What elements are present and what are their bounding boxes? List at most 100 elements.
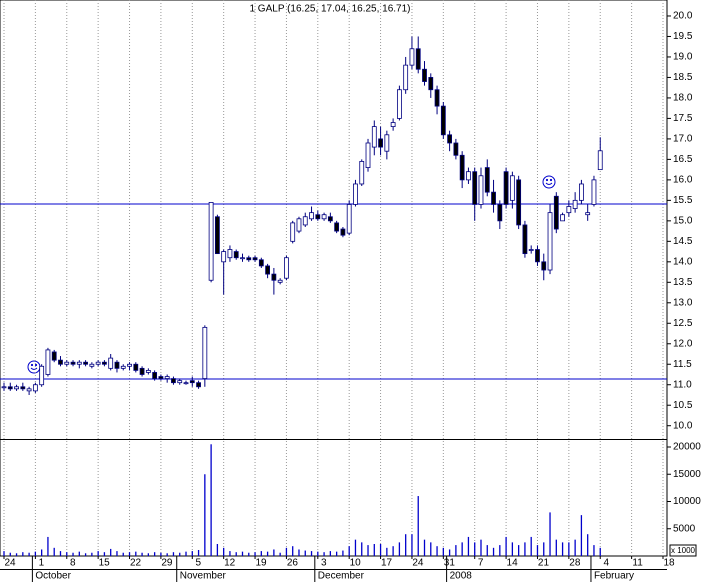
candle-body [127, 363, 132, 367]
y-tick-label: 15.0 [673, 215, 693, 226]
candle-body [246, 257, 252, 261]
candle-body [340, 228, 346, 236]
candle-body [403, 64, 409, 91]
candle-body [32, 384, 38, 392]
candle-body [271, 273, 277, 281]
candle-body [58, 359, 63, 365]
candle-body [14, 386, 19, 390]
y2-tick-label: 20000 [673, 442, 701, 453]
candle-body [378, 138, 383, 148]
candle-body [64, 361, 70, 365]
x-tick-label: 14 [507, 558, 519, 569]
candle-body [177, 380, 183, 384]
x-tick-label: 7 [478, 558, 484, 569]
y-tick-label: 13.5 [673, 277, 693, 288]
candle-body [120, 365, 126, 369]
candle-body [390, 122, 396, 128]
candle-body [478, 175, 484, 205]
month-label: February [594, 571, 634, 582]
x-tick-label: 24 [412, 558, 424, 569]
candle-body [290, 222, 296, 242]
candle-body [547, 212, 553, 271]
candle-body [447, 134, 453, 144]
y-tick-label: 11.0 [673, 379, 692, 390]
candle-body [227, 249, 233, 259]
candle-body [484, 167, 490, 193]
candle-body [252, 257, 258, 261]
x-tick-label: 26 [287, 558, 299, 569]
candle-body [371, 126, 377, 148]
candle-body [459, 154, 465, 181]
candle-body [158, 376, 164, 379]
candle-body [1, 386, 7, 389]
candle-body [51, 351, 57, 361]
candle-body [585, 212, 591, 216]
y-tick-label: 15.5 [673, 195, 693, 206]
y-tick-label: 19.5 [673, 31, 693, 42]
candle-body [189, 380, 195, 384]
x-tick-label: 24 [4, 558, 16, 569]
candle-body [327, 216, 333, 222]
candle-body [133, 363, 139, 371]
candle-body [509, 175, 515, 201]
candle-body [553, 195, 559, 230]
x-tick-label: 28 [569, 558, 581, 569]
candle-body [353, 183, 358, 205]
candle-body [309, 212, 314, 220]
y-tick-label: 18.5 [673, 72, 693, 83]
x-tick-label: 3 [321, 558, 327, 569]
candle-body [503, 171, 509, 205]
unit-box [669, 544, 697, 557]
candle-body [152, 372, 158, 379]
candle-body [566, 206, 572, 214]
candle-body [277, 279, 283, 283]
candle-body [221, 251, 227, 263]
candle-body [440, 105, 446, 136]
candle-body [453, 142, 459, 156]
candle-body [139, 367, 145, 375]
volume-unit: x 1000 [671, 546, 696, 555]
chart-title: 1 GALP (16.25, 17.04, 16.25, 16.71) [249, 4, 410, 15]
candle-body [591, 179, 597, 205]
y-tick-label: 11.5 [673, 359, 692, 370]
candle-body [196, 382, 201, 388]
y-tick-label: 17.0 [673, 134, 693, 145]
y-tick-label: 20.0 [673, 11, 693, 22]
candle-body [284, 257, 289, 279]
candle-body [384, 134, 390, 152]
candle-body [541, 261, 547, 271]
y-tick-label: 19.0 [673, 52, 693, 63]
candle-body [528, 249, 534, 251]
x-tick-label: 10 [350, 558, 362, 569]
candle-body [516, 179, 522, 226]
x-tick-label: 5 [196, 558, 202, 569]
candle-body [183, 382, 189, 385]
candle-body [39, 365, 45, 386]
candle-body [472, 171, 478, 205]
x-tick-label: 29 [161, 558, 173, 569]
y-tick-label: 16.0 [673, 175, 693, 186]
candle-body [346, 204, 352, 234]
candle-body [422, 68, 427, 82]
candle-body [233, 251, 239, 259]
candle-body [491, 191, 496, 205]
x-tick-label: 31 [444, 558, 456, 569]
x-tick-label: 17 [381, 558, 393, 569]
candle-body [597, 150, 603, 171]
candle-body [20, 386, 26, 390]
candle-body [572, 199, 578, 209]
candle-body [202, 326, 208, 379]
y-tick-label: 10.5 [673, 400, 693, 411]
y-tick-label: 14.0 [673, 256, 693, 267]
candle-body [89, 363, 95, 367]
candle-body [359, 161, 365, 185]
candle-body [365, 142, 371, 168]
y-tick-label: 13.0 [673, 297, 693, 308]
candle-body [428, 77, 434, 91]
candle-body [95, 361, 101, 365]
candle-body [560, 214, 565, 222]
candle-body [497, 204, 503, 222]
plot-frame [0, 0, 668, 557]
candle-body [415, 48, 421, 70]
